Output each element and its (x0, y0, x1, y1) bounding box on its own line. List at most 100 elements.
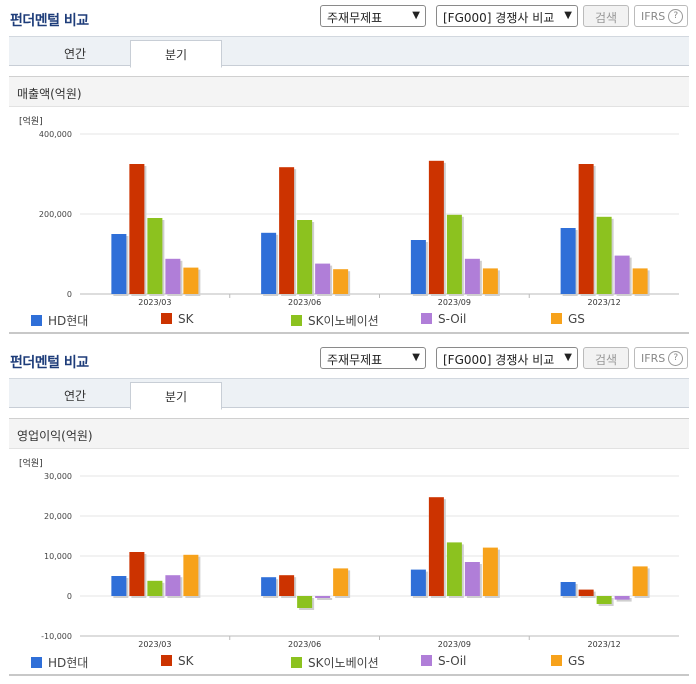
bar (147, 580, 163, 596)
search-button[interactable]: 검색 (583, 347, 629, 369)
bar (279, 167, 295, 294)
operating-profit-chart-box: 영업이익(억원) [억원] -10,000 0 10,000 20,000 30,000 2… (9, 418, 689, 676)
legend-item[interactable]: SK (161, 654, 194, 668)
bar (183, 267, 199, 294)
ifrs-button[interactable]: IFRS? (634, 347, 688, 369)
bar (165, 258, 181, 294)
x-tick-label: 2023/09 (438, 298, 471, 307)
legend-item[interactable]: GS (551, 654, 585, 668)
legend-item[interactable]: S-Oil (421, 654, 466, 668)
legend-swatch (31, 657, 42, 668)
bar (446, 542, 462, 596)
chevron-down-icon: ▼ (564, 352, 572, 363)
bar (165, 575, 181, 596)
legend-item[interactable]: S-Oil (421, 312, 466, 326)
bar (560, 228, 576, 294)
legend-swatch (31, 315, 42, 326)
tab-annual[interactable]: 연간 (63, 47, 87, 61)
peer-group-select-value: [FG000] 경쟁사 비교 (443, 11, 555, 25)
y-tick-label: 20,000 (44, 512, 72, 521)
fundamental-panel-revenue: 펀더멘털 비교 주재무제표 ▼ [FG000] 경쟁사 비교 ▼ 검색 IFRS… (9, 5, 689, 334)
bar (410, 569, 426, 596)
legend-label: SK이노베이션 (308, 314, 379, 328)
bar-shadow (317, 598, 333, 600)
bar (614, 255, 630, 294)
legend-swatch (291, 315, 302, 326)
bar (578, 589, 594, 596)
bar (428, 497, 444, 596)
x-tick-label: 2023/06 (288, 298, 321, 307)
x-tick-label: 2023/03 (138, 640, 171, 649)
peer-group-select[interactable]: [FG000] 경쟁사 비교 ▼ (436, 347, 578, 369)
y-tick-label: 30,000 (44, 472, 72, 481)
bar (111, 576, 127, 596)
bar (578, 164, 594, 294)
bar (482, 268, 498, 294)
x-tick-label: 2023/06 (288, 640, 321, 649)
legend-swatch (551, 655, 562, 666)
chart-header: 영업이익(억원) (9, 419, 689, 449)
bar (183, 554, 199, 596)
tab-quarterly[interactable]: 분기 (130, 382, 222, 410)
bar (596, 216, 612, 294)
y-tick-label: 0 (67, 592, 72, 601)
x-tick-label: 2023/03 (138, 298, 171, 307)
operating-profit-chart: [억원] -10,000 0 10,000 20,000 30,000 2023/03 202… (19, 457, 679, 649)
legend-label: SK이노베이션 (308, 656, 379, 670)
chevron-down-icon: ▼ (412, 10, 420, 21)
legend-swatch (421, 655, 432, 666)
bar (297, 220, 313, 294)
bar (464, 562, 480, 596)
legend-label: HD현대 (48, 314, 89, 328)
tab-quarterly[interactable]: 분기 (130, 40, 222, 68)
panel-title: 펀더멘털 비교 (10, 355, 89, 371)
legend-swatch (291, 657, 302, 668)
bar (464, 258, 480, 294)
chart-legend: HD현대 SK SK이노베이션 S-Oil GS (31, 654, 691, 670)
y-tick-label: 0 (67, 290, 72, 299)
legend-label: S-Oil (438, 312, 467, 326)
tab-annual[interactable]: 연간 (63, 389, 87, 403)
bar (297, 596, 313, 608)
search-button[interactable]: 검색 (583, 5, 629, 27)
help-icon: ? (668, 351, 684, 366)
chart-header: 매출액(억원) (9, 77, 689, 107)
bar (632, 268, 648, 294)
bar (147, 218, 163, 294)
bar (333, 568, 349, 596)
y-tick-label: 10,000 (44, 552, 72, 561)
statement-select[interactable]: 주재무제표 ▼ (320, 5, 426, 27)
legend-item[interactable]: SK (161, 312, 194, 326)
bar (614, 596, 630, 600)
ifrs-label: IFRS (641, 10, 666, 23)
statement-select-value: 주재무제표 (327, 353, 383, 367)
legend-swatch (421, 313, 432, 324)
bar (560, 582, 576, 596)
legend-item[interactable]: HD현대 (31, 654, 88, 671)
x-tick-label: 2023/12 (588, 298, 621, 307)
legend-label: GS (568, 654, 585, 668)
legend-swatch (551, 313, 562, 324)
legend-item[interactable]: GS (551, 312, 585, 326)
bar (315, 263, 331, 294)
legend-swatch (161, 655, 172, 666)
x-tick-label: 2023/12 (588, 640, 621, 649)
revenue-chart-box: 매출액(억원) [억원] 0 200,000 400,000 2023/03 2023/0… (9, 76, 689, 334)
legend-label: S-Oil (438, 654, 467, 668)
legend-label: GS (568, 312, 585, 326)
legend-item[interactable]: SK이노베이션 (291, 654, 379, 671)
bar (333, 269, 349, 294)
legend-label: SK (178, 312, 194, 326)
ifrs-label: IFRS (641, 352, 666, 365)
statement-select[interactable]: 주재무제표 ▼ (320, 347, 426, 369)
y-tick-label: -10,000 (41, 632, 72, 641)
peer-group-select-value: [FG000] 경쟁사 비교 (443, 353, 555, 367)
x-tick-label: 2023/09 (438, 640, 471, 649)
peer-group-select[interactable]: [FG000] 경쟁사 비교 ▼ (436, 5, 578, 27)
legend-item[interactable]: SK이노베이션 (291, 312, 379, 329)
ifrs-button[interactable]: IFRS? (634, 5, 688, 27)
fundamental-panel-operating-profit: 펀더멘털 비교 주재무제표 ▼ [FG000] 경쟁사 비교 ▼ 검색 IFRS… (0, 342, 696, 684)
bar (129, 164, 145, 294)
bar (410, 240, 426, 294)
legend-item[interactable]: HD현대 (31, 312, 88, 329)
